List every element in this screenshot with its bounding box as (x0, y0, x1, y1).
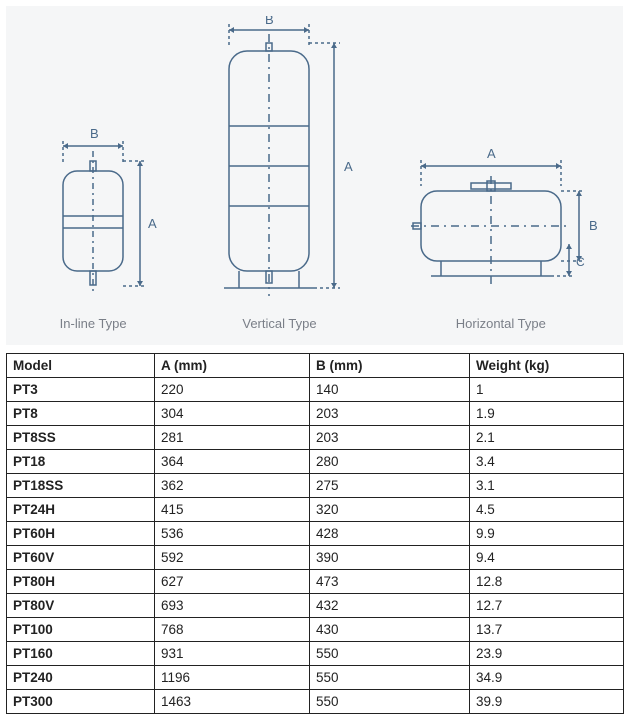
cell-a: 281 (155, 426, 310, 450)
cell-weight: 3.4 (470, 450, 624, 474)
cell-model: PT100 (7, 618, 155, 642)
cell-weight: 9.4 (470, 546, 624, 570)
cell-model: PT300 (7, 690, 155, 714)
cell-a: 364 (155, 450, 310, 474)
table-row: PT60V5923909.4 (7, 546, 624, 570)
cell-b: 473 (310, 570, 470, 594)
cell-weight: 4.5 (470, 498, 624, 522)
col-b: B (mm) (310, 354, 470, 378)
cell-b: 280 (310, 450, 470, 474)
cell-b: 432 (310, 594, 470, 618)
table-row: PT300146355039.9 (7, 690, 624, 714)
cell-b: 203 (310, 402, 470, 426)
inline-type-label: In-line Type (60, 316, 127, 331)
dim-b-label: B (90, 126, 99, 141)
dim-a-label: A (148, 216, 157, 231)
horizontal-tank-svg: A B C (401, 136, 601, 306)
cell-a: 536 (155, 522, 310, 546)
cell-model: PT60H (7, 522, 155, 546)
dim-a-label: A (344, 159, 353, 174)
col-weight: Weight (kg) (470, 354, 624, 378)
cell-model: PT80V (7, 594, 155, 618)
cell-model: PT3 (7, 378, 155, 402)
dim-b-label: B (265, 16, 274, 27)
vertical-type-diagram: B A Vertical Type (194, 16, 364, 331)
cell-model: PT18 (7, 450, 155, 474)
table-row: PT80V69343212.7 (7, 594, 624, 618)
cell-b: 203 (310, 426, 470, 450)
table-row: PT32201401 (7, 378, 624, 402)
cell-weight: 34.9 (470, 666, 624, 690)
cell-weight: 39.9 (470, 690, 624, 714)
cell-weight: 2.1 (470, 426, 624, 450)
horizontal-type-diagram: A B C Horizontal Type (401, 136, 601, 331)
dim-a-label: A (487, 146, 496, 161)
cell-b: 140 (310, 378, 470, 402)
cell-a: 304 (155, 402, 310, 426)
cell-model: PT80H (7, 570, 155, 594)
table-row: PT240119655034.9 (7, 666, 624, 690)
spec-table: Model A (mm) B (mm) Weight (kg) PT322014… (6, 353, 624, 714)
dim-b-label: B (589, 218, 598, 233)
table-row: PT183642803.4 (7, 450, 624, 474)
cell-b: 320 (310, 498, 470, 522)
col-a: A (mm) (155, 354, 310, 378)
vertical-tank-svg: B A (194, 16, 364, 306)
cell-weight: 1 (470, 378, 624, 402)
cell-b: 550 (310, 666, 470, 690)
cell-a: 415 (155, 498, 310, 522)
cell-a: 931 (155, 642, 310, 666)
table-row: PT10076843013.7 (7, 618, 624, 642)
table-row: PT83042031.9 (7, 402, 624, 426)
cell-b: 430 (310, 618, 470, 642)
cell-model: PT160 (7, 642, 155, 666)
table-row: PT80H62747312.8 (7, 570, 624, 594)
table-row: PT16093155023.9 (7, 642, 624, 666)
cell-b: 428 (310, 522, 470, 546)
cell-weight: 23.9 (470, 642, 624, 666)
cell-model: PT24H (7, 498, 155, 522)
cell-b: 390 (310, 546, 470, 570)
table-row: PT8SS2812032.1 (7, 426, 624, 450)
cell-weight: 1.9 (470, 402, 624, 426)
cell-b: 550 (310, 642, 470, 666)
cell-weight: 12.7 (470, 594, 624, 618)
cell-model: PT60V (7, 546, 155, 570)
cell-weight: 9.9 (470, 522, 624, 546)
cell-model: PT18SS (7, 474, 155, 498)
cell-a: 362 (155, 474, 310, 498)
inline-tank-svg: B A (28, 116, 158, 306)
horizontal-type-label: Horizontal Type (456, 316, 546, 331)
table-row: PT24H4153204.5 (7, 498, 624, 522)
cell-model: PT240 (7, 666, 155, 690)
table-row: PT18SS3622753.1 (7, 474, 624, 498)
diagram-panel: B A In-line Type (6, 6, 623, 345)
cell-a: 1463 (155, 690, 310, 714)
col-model: Model (7, 354, 155, 378)
cell-model: PT8SS (7, 426, 155, 450)
cell-a: 220 (155, 378, 310, 402)
cell-weight: 13.7 (470, 618, 624, 642)
inline-type-diagram: B A In-line Type (28, 116, 158, 331)
cell-weight: 3.1 (470, 474, 624, 498)
cell-a: 592 (155, 546, 310, 570)
table-header-row: Model A (mm) B (mm) Weight (kg) (7, 354, 624, 378)
cell-a: 768 (155, 618, 310, 642)
cell-a: 693 (155, 594, 310, 618)
dim-c-label: C (576, 255, 585, 269)
cell-a: 627 (155, 570, 310, 594)
cell-weight: 12.8 (470, 570, 624, 594)
table-row: PT60H5364289.9 (7, 522, 624, 546)
cell-a: 1196 (155, 666, 310, 690)
cell-model: PT8 (7, 402, 155, 426)
cell-b: 275 (310, 474, 470, 498)
vertical-type-label: Vertical Type (242, 316, 316, 331)
cell-b: 550 (310, 690, 470, 714)
